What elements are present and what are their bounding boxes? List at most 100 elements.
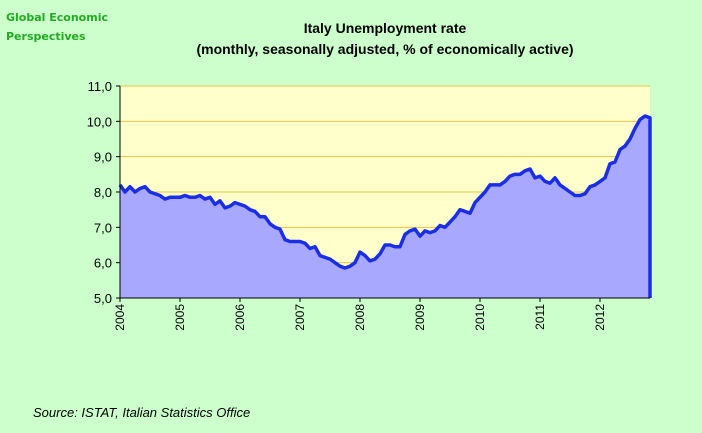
data-point: [484, 191, 486, 193]
data-point: [154, 192, 156, 195]
data-point: [309, 247, 311, 250]
data-point: [574, 194, 576, 197]
data-point: [264, 215, 266, 218]
source-note: Source: ISTAT, Italian Statistics Office: [33, 405, 250, 420]
data-point: [254, 210, 256, 213]
data-point: [129, 185, 131, 188]
y-tick-label: 10,0: [87, 114, 112, 129]
data-point: [584, 192, 586, 195]
chart-title: Italy Unemployment rate: [304, 20, 467, 36]
data-point: [434, 230, 436, 232]
x-tick-label: 2004: [113, 304, 127, 331]
data-point: [504, 180, 506, 183]
data-point: [224, 207, 226, 209]
data-point: [629, 138, 631, 140]
data-point: [449, 221, 451, 223]
data-point: [204, 198, 206, 200]
data-point: [339, 265, 341, 268]
data-point: [299, 240, 301, 243]
data-point: [379, 253, 381, 255]
x-tick-label: 2010: [473, 304, 487, 331]
data-point: [209, 196, 211, 199]
data-points: [119, 115, 651, 269]
data-point: [219, 200, 221, 202]
x-tick-labels: 2004 2005 2006 2007 2008 2009 2010 2011 2012: [113, 298, 607, 331]
data-point: [439, 224, 441, 227]
data-point: [529, 168, 531, 170]
data-point: [384, 244, 386, 246]
data-point: [174, 196, 176, 199]
data-point: [594, 184, 596, 186]
data-point: [289, 240, 291, 243]
data-point: [459, 208, 461, 211]
data-point: [359, 251, 361, 253]
data-point: [579, 194, 581, 197]
data-point: [644, 115, 646, 117]
x-tick-label: 2011: [533, 304, 547, 330]
data-point: [409, 230, 411, 232]
data-point: [134, 191, 136, 193]
chart-subtitle: (monthly, seasonally adjusted, % of econ…: [196, 41, 573, 57]
unemployment-area: [120, 116, 650, 298]
data-point: [199, 194, 201, 197]
y-tick-label: 8,0: [94, 185, 112, 200]
y-tick-label: 6,0: [94, 256, 112, 271]
data-point: [564, 187, 566, 190]
data-point: [604, 177, 606, 179]
data-point: [429, 231, 431, 234]
x-tick-label: 2007: [293, 304, 307, 331]
data-point: [159, 194, 161, 197]
data-point: [259, 215, 261, 218]
data-point: [494, 184, 496, 186]
data-point: [534, 177, 536, 179]
data-point: [444, 226, 446, 229]
data-point: [319, 254, 321, 257]
data-point: [424, 230, 426, 232]
data-point: [569, 191, 571, 193]
data-point: [324, 256, 326, 259]
data-point: [294, 240, 296, 243]
data-point: [519, 173, 521, 176]
data-point: [229, 205, 231, 207]
data-point: [389, 244, 391, 246]
x-tick-label: 2005: [173, 304, 187, 331]
data-point: [274, 226, 276, 229]
data-point: [489, 184, 491, 186]
data-point: [479, 196, 481, 199]
data-point: [549, 182, 551, 184]
data-point: [599, 180, 601, 183]
data-point: [509, 175, 511, 177]
x-tick-label: 2006: [233, 304, 247, 331]
data-point: [184, 194, 186, 197]
data-point: [649, 117, 651, 119]
data-point: [304, 242, 306, 245]
y-tick-label: 11,0: [88, 79, 112, 94]
data-point: [124, 191, 126, 193]
data-point: [334, 261, 336, 264]
data-point: [474, 201, 476, 204]
data-point: [234, 201, 236, 204]
data-point: [419, 235, 421, 237]
data-point: [239, 203, 241, 206]
data-point: [194, 196, 196, 199]
data-point: [179, 196, 181, 199]
data-point: [244, 205, 246, 207]
data-point: [164, 198, 166, 200]
data-point: [539, 175, 541, 177]
data-point: [149, 191, 151, 193]
data-point: [639, 118, 641, 121]
unemployment-line: [118, 114, 652, 298]
data-point: [249, 208, 251, 211]
data-point: [354, 261, 356, 264]
data-point: [514, 173, 516, 176]
data-point: [414, 228, 416, 230]
brand-line-1: Global Economic: [6, 11, 108, 24]
data-point: [464, 210, 466, 213]
data-point: [589, 185, 591, 188]
data-point: [214, 203, 216, 206]
data-point: [269, 223, 271, 225]
data-point: [619, 148, 621, 151]
data-point: [344, 267, 346, 269]
data-point: [394, 245, 396, 248]
